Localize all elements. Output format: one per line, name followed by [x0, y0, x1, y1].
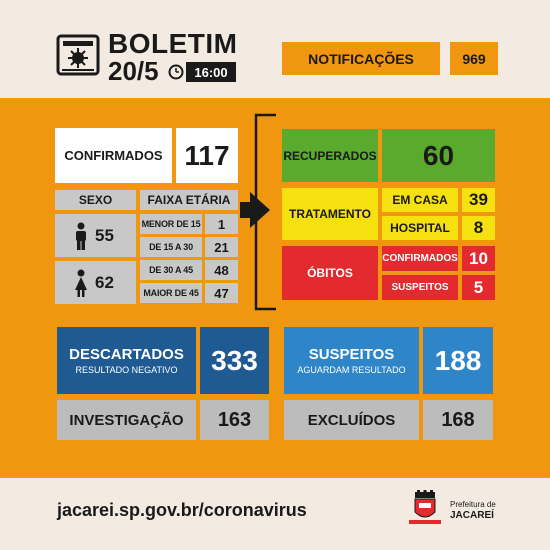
- faixa-row-value: 1: [205, 214, 238, 234]
- footer-url[interactable]: jacarei.sp.gov.br/coronavirus: [57, 500, 307, 520]
- obitos-confirmados-value: 10: [462, 246, 495, 271]
- female-icon: [75, 269, 87, 297]
- prefeitura-line1: Prefeitura de: [450, 500, 496, 509]
- suspeitos-label: SUSPEITOS: [308, 346, 395, 363]
- descartados-value: 333: [200, 327, 269, 394]
- female-row: 62: [55, 261, 136, 304]
- bulletin-title: BOLETIM: [108, 28, 238, 59]
- bulletin-date: 20/5: [108, 56, 159, 86]
- sexo-header: SEXO: [55, 190, 136, 210]
- newspaper-icon: [56, 32, 102, 78]
- male-count: 55: [95, 225, 114, 245]
- excluidos-label: EXCLUÍDOS: [284, 400, 419, 440]
- descartados-label-box: DESCARTADOS RESULTADO NEGATIVO: [57, 327, 196, 394]
- faixa-row-value: 48: [205, 260, 238, 280]
- recuperados-label: RECUPERADOS: [282, 129, 378, 182]
- male-icon: [76, 222, 86, 250]
- hospital-label: HOSPITAL: [382, 216, 458, 240]
- confirmed-label: CONFIRMADOS: [55, 128, 172, 183]
- recuperados-value: 60: [382, 129, 495, 182]
- time-badge: 16:00: [186, 62, 236, 82]
- hospital-value: 8: [462, 216, 495, 240]
- investigacao-value: 163: [200, 400, 269, 440]
- obitos-label: ÓBITOS: [282, 246, 378, 300]
- suspeitos-sublabel: AGUARDAM RESULTADO: [297, 365, 406, 375]
- investigacao-label: INVESTIGAÇÃO: [57, 400, 196, 440]
- suspeitos-label-box: SUSPEITOS AGUARDAM RESULTADO: [284, 327, 419, 394]
- faixa-header: FAIXA ETÁRIA: [140, 190, 238, 210]
- faixa-row-value: 47: [205, 283, 238, 303]
- faixa-row-value: 21: [205, 237, 238, 257]
- excluidos-value: 168: [423, 400, 493, 440]
- obitos-suspeitos-label: SUSPEITOS: [382, 275, 458, 300]
- bracket-arrow: [240, 112, 280, 312]
- em-casa-value: 39: [462, 188, 495, 212]
- clock-icon: [168, 64, 184, 80]
- prefeitura-line2: JACAREÍ: [450, 510, 494, 521]
- notifications-value: 969: [450, 42, 498, 75]
- faixa-row-label: MAIOR DE 45: [140, 283, 202, 303]
- obitos-suspeitos-value: 5: [462, 275, 495, 300]
- suspeitos-value: 188: [423, 327, 493, 394]
- notifications-label: NOTIFICAÇÕES: [282, 42, 440, 75]
- confirmed-value: 117: [176, 128, 238, 183]
- descartados-sublabel: RESULTADO NEGATIVO: [75, 365, 178, 375]
- male-row: 55: [55, 214, 136, 257]
- obitos-confirmados-label: CONFIRMADOS: [382, 246, 458, 271]
- faixa-row-label: DE 30 A 45: [140, 260, 202, 280]
- female-count: 62: [95, 272, 114, 292]
- em-casa-label: EM CASA: [382, 188, 458, 212]
- descartados-label: DESCARTADOS: [69, 346, 184, 363]
- faixa-row-label: MENOR DE 15: [140, 214, 202, 234]
- jacarei-coat-of-arms-icon: [407, 490, 443, 526]
- faixa-row-label: DE 15 A 30: [140, 237, 202, 257]
- tratamento-label: TRATAMENTO: [282, 188, 378, 240]
